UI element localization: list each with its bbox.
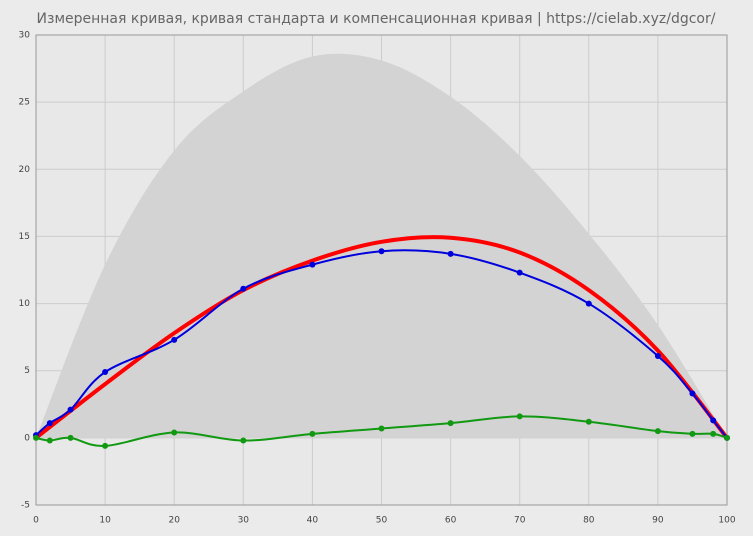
point (585, 418, 592, 425)
point (447, 250, 454, 257)
point (240, 285, 247, 292)
point (102, 369, 109, 376)
y-tick-label: 5 (24, 366, 30, 376)
x-tick-label: 50 (376, 516, 388, 526)
point (516, 269, 523, 276)
point (710, 417, 717, 424)
point (67, 434, 74, 441)
y-tick-label: 10 (19, 299, 31, 309)
point (378, 248, 385, 255)
point (724, 434, 730, 441)
point (585, 300, 592, 307)
chart-title: Измеренная кривая, кривая стандарта и ко… (37, 11, 716, 27)
point (378, 425, 385, 432)
point (654, 428, 661, 435)
x-tick-label: 0 (33, 516, 39, 526)
y-tick-label: 30 (19, 31, 31, 41)
x-tick-label: 70 (514, 516, 526, 526)
point (46, 420, 53, 427)
y-tick-label: -5 (21, 501, 30, 511)
point (171, 336, 178, 343)
area (36, 53, 727, 438)
point (46, 437, 53, 444)
point (710, 430, 717, 437)
point (447, 420, 454, 427)
x-tick-label: 100 (718, 516, 735, 526)
x-tick-label: 30 (238, 516, 250, 526)
x-tick-label: 20 (168, 516, 180, 526)
point (67, 406, 74, 413)
point (309, 261, 316, 268)
y-tick-label: 15 (19, 232, 30, 242)
point (33, 434, 39, 441)
y-tick-label: 25 (19, 98, 30, 108)
x-tick-label: 90 (652, 516, 664, 526)
point (689, 430, 696, 437)
x-tick-label: 40 (307, 516, 319, 526)
x-tick-label: 60 (445, 516, 457, 526)
y-tick-label: 20 (19, 165, 31, 175)
point (689, 390, 696, 397)
point (171, 429, 178, 436)
point (240, 437, 247, 444)
point (102, 442, 109, 449)
x-tick-label: 80 (583, 516, 595, 526)
point (516, 413, 523, 420)
plot-border (35, 34, 728, 506)
y-tick-label: 0 (24, 433, 30, 443)
x-tick-label: 10 (99, 516, 111, 526)
point (654, 352, 661, 359)
point (309, 430, 316, 437)
